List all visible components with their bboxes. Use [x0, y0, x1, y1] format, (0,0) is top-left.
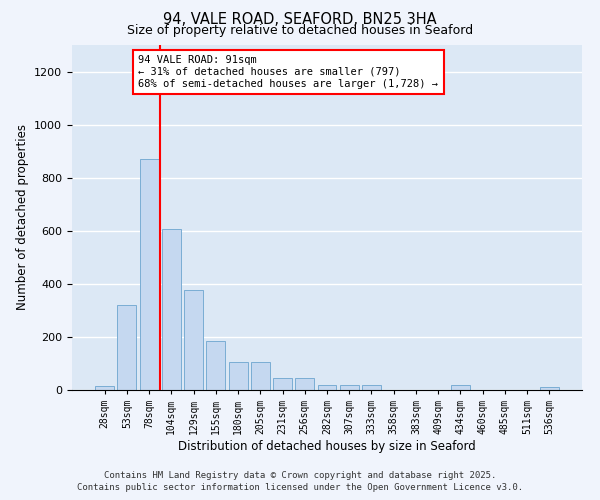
Bar: [540, 387, 559, 390]
Bar: [251, 362, 270, 390]
Text: 94 VALE ROAD: 91sqm
← 31% of detached houses are smaller (797)
68% of semi-detac: 94 VALE ROAD: 91sqm ← 31% of detached ho…: [139, 56, 438, 88]
Bar: [184, 290, 203, 390]
Bar: [140, 159, 158, 390]
Bar: [273, 378, 292, 390]
Bar: [95, 386, 114, 390]
Bar: [317, 384, 337, 390]
Bar: [451, 384, 470, 390]
Bar: [340, 384, 359, 390]
Bar: [162, 230, 181, 390]
Bar: [206, 341, 225, 390]
Bar: [362, 384, 381, 390]
Bar: [295, 378, 314, 390]
Text: 94, VALE ROAD, SEAFORD, BN25 3HA: 94, VALE ROAD, SEAFORD, BN25 3HA: [163, 12, 437, 28]
Bar: [229, 362, 248, 390]
Text: Size of property relative to detached houses in Seaford: Size of property relative to detached ho…: [127, 24, 473, 37]
Bar: [118, 305, 136, 390]
Y-axis label: Number of detached properties: Number of detached properties: [16, 124, 29, 310]
Text: Contains HM Land Registry data © Crown copyright and database right 2025.
Contai: Contains HM Land Registry data © Crown c…: [77, 471, 523, 492]
X-axis label: Distribution of detached houses by size in Seaford: Distribution of detached houses by size …: [178, 440, 476, 453]
